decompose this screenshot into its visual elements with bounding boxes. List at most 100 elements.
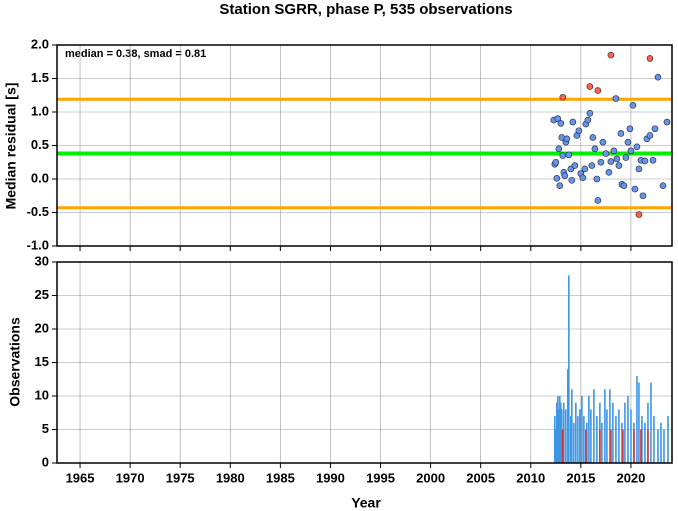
y-axis-title: Median residual [s]: [3, 83, 19, 210]
data-point: [559, 152, 567, 159]
x-tick-label: 1970: [116, 470, 145, 485]
data-point: [646, 55, 654, 62]
data-point: [631, 185, 639, 193]
chart-title: Station SGRR, phase P, 535 observations: [219, 1, 512, 18]
data-point: [610, 147, 618, 155]
y-tick-label: -0.5: [27, 204, 49, 219]
data-point: [635, 165, 643, 173]
bar: [565, 409, 567, 463]
data-point: [617, 130, 625, 137]
bar: [555, 429, 557, 463]
bar: [570, 416, 572, 463]
data-point: [589, 134, 597, 141]
x-tick-label: 1985: [266, 470, 295, 485]
bar: [559, 396, 561, 463]
data-point: [599, 138, 607, 146]
y-tick-label: 5: [42, 421, 49, 436]
bar: [599, 429, 601, 463]
data-point: [613, 155, 621, 163]
y-tick-label: 0: [42, 454, 49, 469]
data-point: [571, 162, 579, 169]
bar: [633, 429, 635, 463]
bar: [644, 422, 646, 463]
bar: [561, 409, 563, 463]
x-tick-label: 1965: [66, 470, 95, 485]
x-tick-label: 1975: [166, 470, 195, 485]
data-point: [568, 177, 576, 184]
data-point: [586, 110, 594, 117]
y-tick-label: 0.5: [31, 137, 49, 152]
bar: [581, 396, 583, 463]
data-point: [626, 125, 634, 133]
data-point: [627, 147, 635, 155]
x-tick-label: 2020: [616, 470, 645, 485]
bar: [610, 429, 612, 463]
x-tick-label: 1990: [316, 470, 345, 485]
plot-frame: [56, 44, 673, 247]
x-tick-label: 2015: [566, 470, 595, 485]
data-point: [554, 115, 562, 122]
data-point: [584, 116, 592, 124]
data-point: [593, 175, 601, 183]
x-tick-label: 2010: [516, 470, 545, 485]
data-point: [565, 151, 573, 159]
data-point: [659, 182, 667, 189]
data-point: [602, 150, 610, 157]
data-point: [597, 158, 605, 166]
y-axis-title: Observations: [7, 317, 23, 407]
bar: [568, 275, 570, 463]
bar: [554, 416, 556, 463]
data-point: [563, 135, 571, 143]
y-tick-label: 25: [35, 287, 49, 302]
bar: [583, 416, 585, 463]
bar: [558, 409, 560, 463]
data-point: [552, 158, 560, 166]
data-point: [557, 120, 565, 127]
data-point: [586, 83, 594, 90]
y-tick-label: 1.0: [31, 103, 49, 118]
bar: [596, 416, 598, 463]
data-point: [635, 211, 643, 218]
bar: [588, 396, 590, 463]
bar: [612, 402, 614, 463]
bar: [604, 389, 606, 463]
bar: [577, 416, 579, 463]
bar: [618, 409, 620, 463]
data-point: [663, 118, 671, 126]
y-tick-label: 10: [35, 387, 49, 402]
y-tick-label: 15: [35, 354, 49, 369]
data-point: [561, 172, 569, 179]
data-point: [581, 165, 589, 173]
y-tick-label: 1.5: [31, 70, 49, 85]
annotation: median = 0.38, smad = 0.81: [65, 48, 206, 60]
data-point: [594, 87, 602, 94]
y-tick-label: 0.0: [31, 170, 49, 185]
data-point: [579, 174, 587, 181]
bar: [579, 409, 581, 463]
bar: [615, 416, 617, 463]
bar: [630, 409, 632, 463]
bar: [575, 402, 577, 463]
data-point: [607, 158, 615, 165]
data-point: [588, 162, 596, 169]
data-point: [629, 102, 637, 109]
bar: [567, 369, 569, 463]
data-point: [556, 182, 564, 189]
bar: [601, 422, 603, 463]
x-tick-label: 1980: [216, 470, 245, 485]
data-point: [553, 175, 561, 182]
data-point: [639, 192, 647, 200]
data-point: [612, 95, 620, 102]
data-point: [569, 118, 577, 126]
bar: [667, 416, 669, 463]
data-point: [646, 132, 654, 139]
bar: [627, 396, 629, 463]
bar: [573, 422, 575, 463]
bar: [647, 429, 649, 463]
bar: [622, 429, 624, 463]
bar: [590, 409, 592, 463]
data-point: [622, 154, 630, 161]
bar: [657, 429, 659, 463]
data-point: [575, 127, 583, 135]
